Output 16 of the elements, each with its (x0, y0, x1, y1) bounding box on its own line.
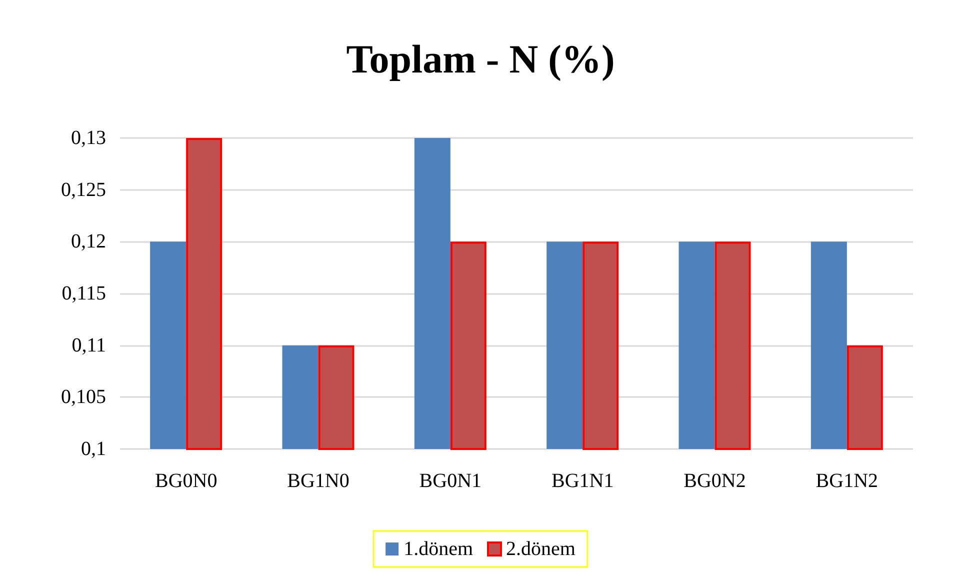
y-tick-label: 0,11 (72, 334, 106, 356)
y-tick-label: 0,1 (81, 438, 106, 460)
y-tick-label: 0,115 (62, 282, 106, 304)
chart-title: Toplam - N (%) (346, 36, 615, 82)
x-tick-label: BG1N0 (287, 470, 350, 492)
y-tick-label: 0,105 (61, 386, 106, 408)
y-tick-label: 0,12 (71, 230, 106, 253)
x-tick-label: BG0N1 (419, 470, 482, 492)
x-tick-label: BG1N2 (816, 470, 878, 492)
legend-label: 1.dönem (404, 538, 474, 560)
legend-label: 2.dönem (506, 538, 576, 560)
y-tick-label: 0,125 (61, 178, 106, 201)
y-tick-label: 0,13 (71, 127, 106, 149)
x-tick-label: BG0N2 (684, 470, 746, 492)
x-tick-label: BG1N1 (551, 470, 614, 492)
x-tick-label: BG0N0 (154, 470, 218, 492)
